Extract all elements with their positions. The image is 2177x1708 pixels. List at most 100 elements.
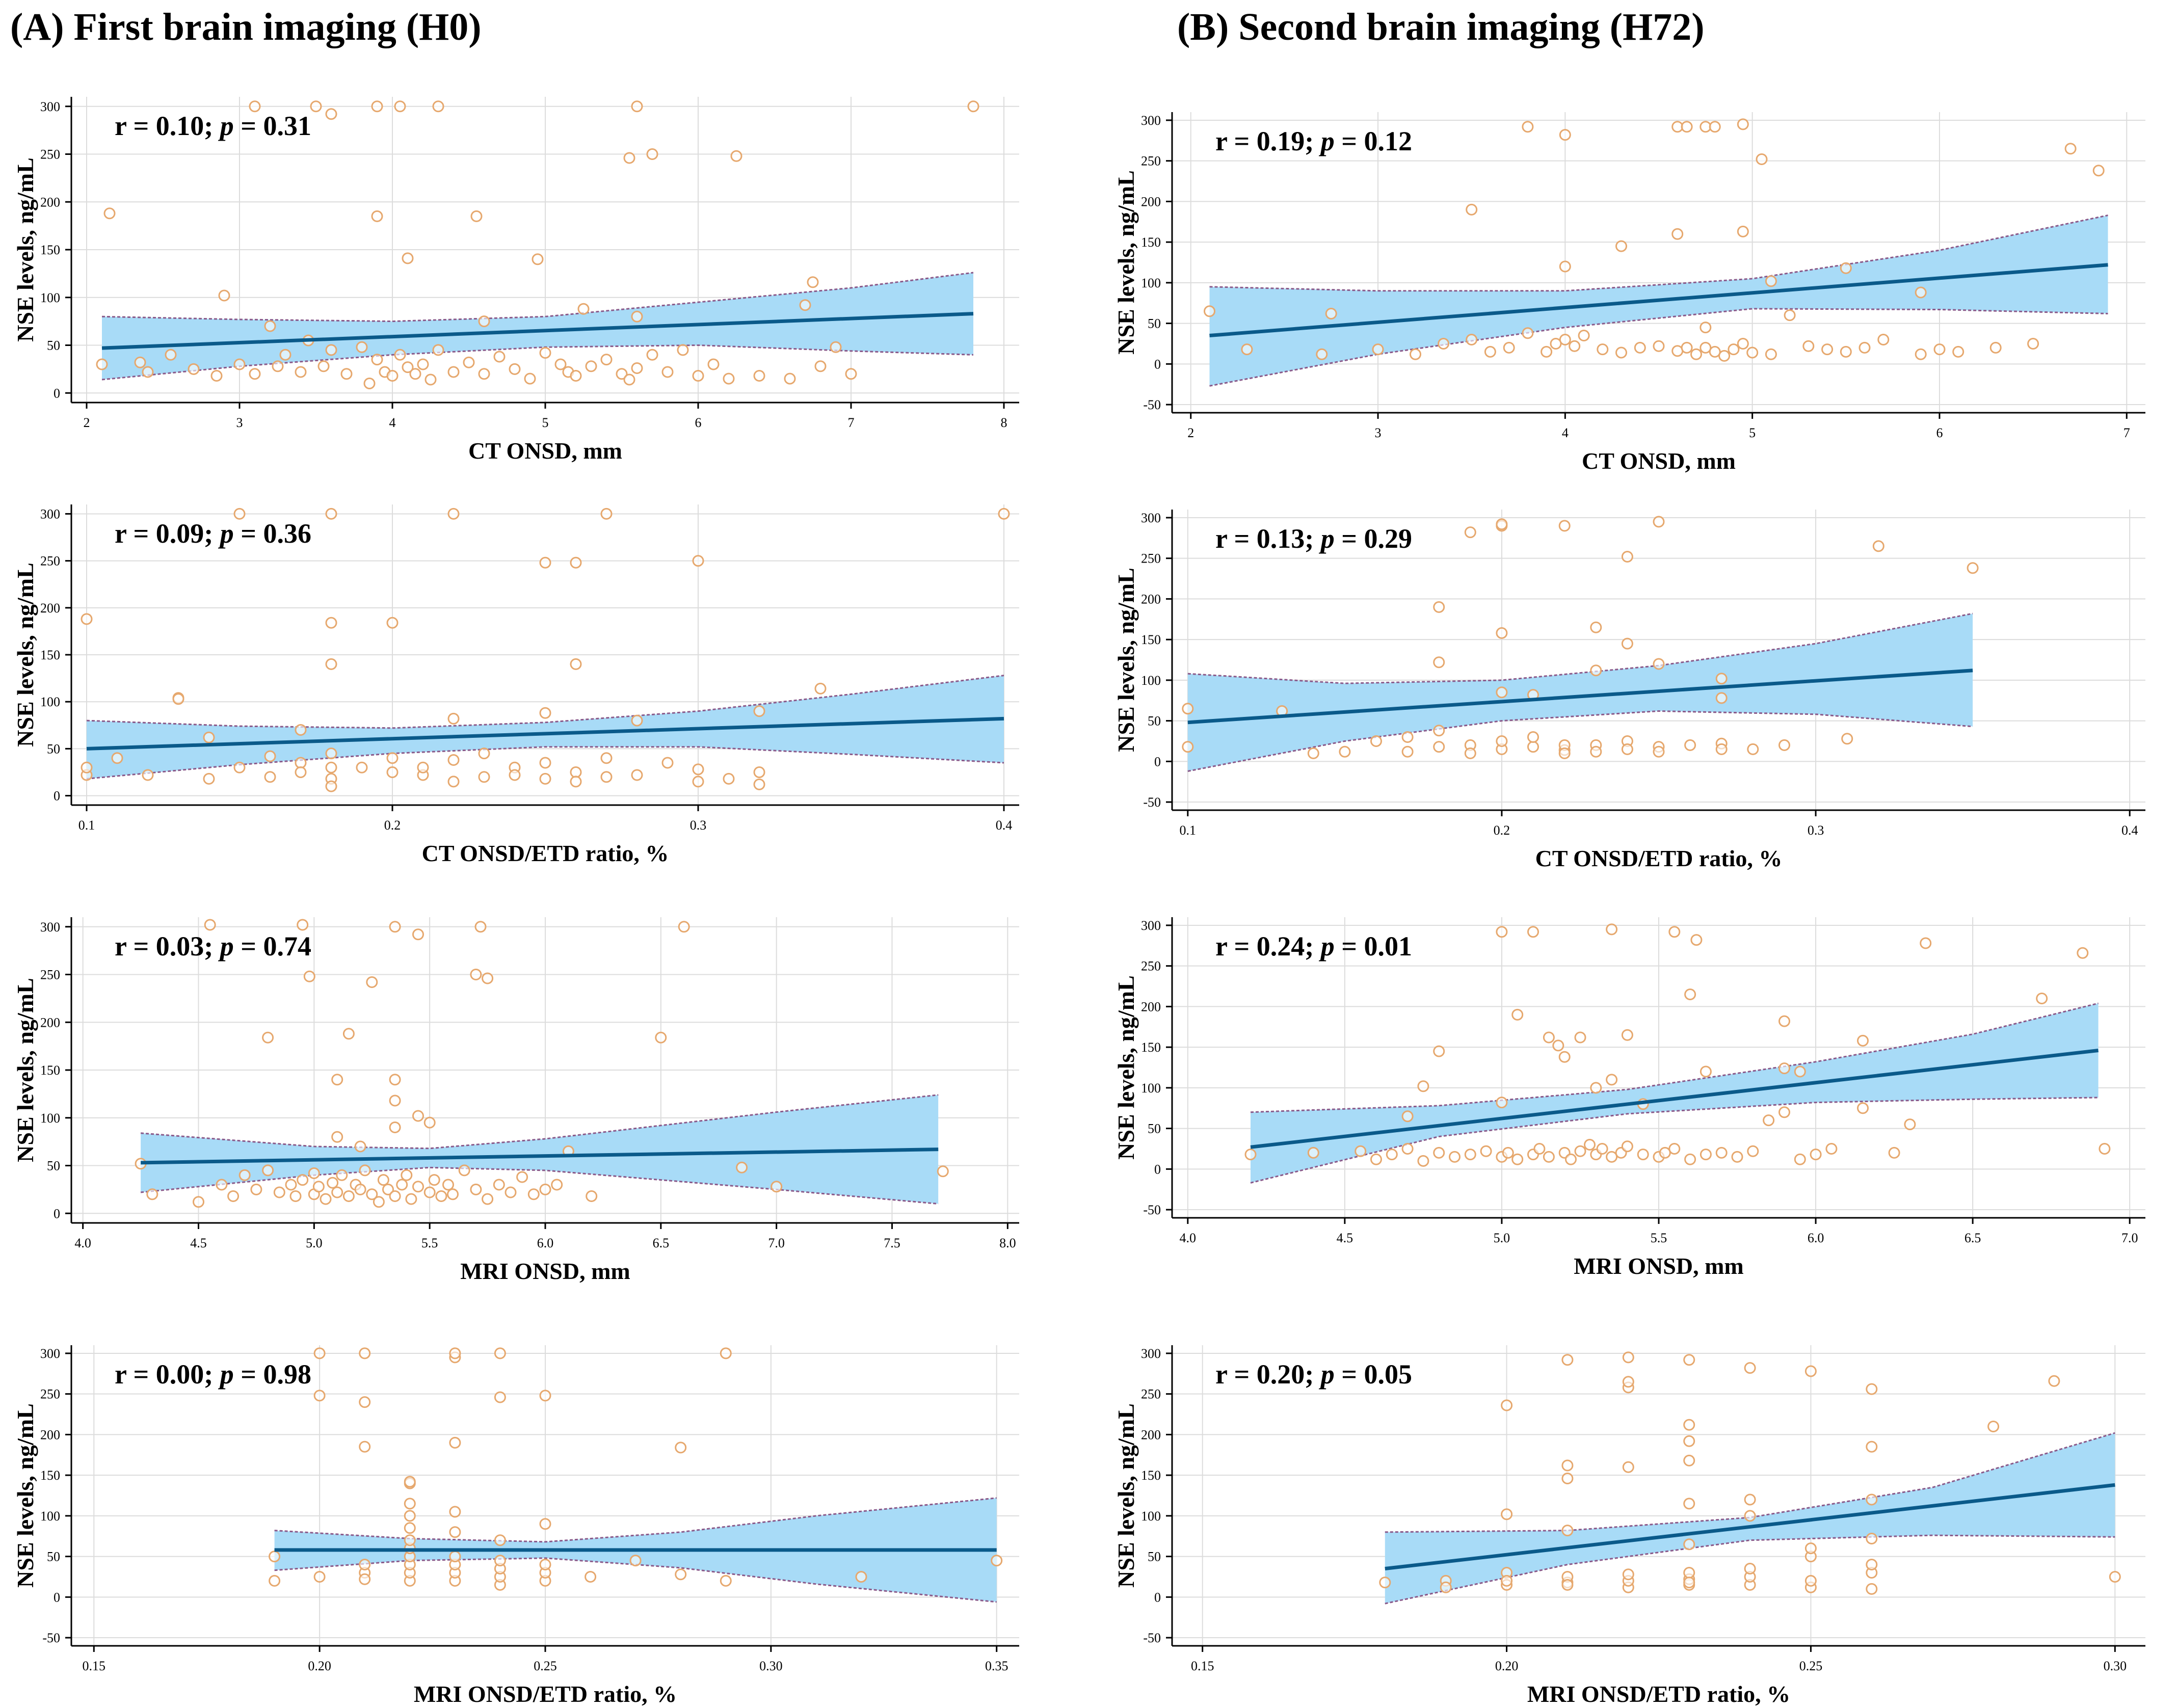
data-point	[600, 354, 613, 366]
data-point	[1653, 516, 1665, 528]
data-point	[799, 299, 811, 311]
data-point	[389, 1095, 401, 1107]
data-point	[356, 341, 368, 353]
x-tick-label: 2	[1187, 425, 1194, 440]
data-point	[331, 1131, 343, 1143]
data-point	[428, 1174, 440, 1186]
data-point	[532, 253, 544, 265]
ci-upper-line	[274, 1497, 997, 1543]
data-point	[382, 1183, 394, 1195]
data-point	[1671, 228, 1684, 240]
data-point	[2048, 1375, 2060, 1387]
data-point	[1433, 601, 1445, 613]
x-tick-label: 6	[695, 415, 702, 430]
data-point	[359, 1164, 371, 1177]
data-point	[409, 368, 421, 380]
data-point	[1700, 1065, 1712, 1078]
data-point	[1683, 1435, 1695, 1447]
data-point	[1621, 743, 1633, 755]
y-tick-label: 300	[1141, 918, 1161, 933]
x-tick-label: 7	[2123, 425, 2130, 440]
data-point	[1737, 338, 1749, 350]
data-point	[264, 320, 276, 332]
data-point	[509, 363, 521, 375]
data-point	[412, 1181, 424, 1193]
data-point	[1778, 739, 1790, 751]
data-point	[509, 769, 521, 781]
y-tick-label: 300	[40, 920, 60, 935]
x-tick-label: 0.1	[1180, 823, 1197, 838]
data-point	[1683, 1354, 1695, 1366]
confidence-band	[102, 273, 973, 380]
data-point	[1756, 153, 1768, 165]
data-point	[142, 366, 154, 378]
data-point	[1480, 1145, 1492, 1157]
data-point	[1496, 518, 1508, 530]
data-point	[1433, 1045, 1445, 1057]
regression-line	[101, 312, 974, 350]
x-axis-label: CT ONSD/ETD ratio, %	[422, 840, 669, 866]
data-point	[474, 921, 487, 933]
y-tick-label: 150	[1141, 235, 1161, 250]
data-point	[753, 766, 765, 778]
p-label: p	[218, 518, 234, 549]
data-point	[285, 1179, 297, 1191]
data-point	[1615, 240, 1627, 252]
data-point	[377, 1174, 389, 1186]
data-point	[389, 1122, 401, 1133]
data-point	[1681, 121, 1693, 133]
data-point	[1496, 926, 1508, 938]
data-point	[359, 1396, 371, 1408]
data-point	[1683, 1498, 1695, 1510]
data-point	[325, 508, 337, 520]
correlation-annotation: r = 0.00; p = 0.98	[115, 1359, 311, 1390]
x-tick-label: 0.25	[534, 1659, 557, 1673]
data-point	[1204, 305, 1215, 317]
y-tick-label: 50	[1148, 1122, 1161, 1136]
data-point	[482, 1193, 494, 1205]
data-point	[1709, 121, 1721, 133]
data-point	[402, 361, 414, 373]
data-point	[96, 358, 108, 370]
data-point	[585, 1571, 597, 1583]
y-axis-label: NSE levels, ng/mL	[12, 978, 38, 1162]
data-point	[723, 772, 735, 785]
data-point	[1561, 1473, 1574, 1484]
data-point	[539, 707, 551, 719]
data-point	[1866, 1383, 1878, 1395]
data-point	[527, 1188, 540, 1200]
data-point	[386, 766, 399, 778]
data-point	[1989, 341, 2002, 354]
y-tick-label: 250	[40, 968, 60, 982]
data-point	[1433, 656, 1445, 669]
data-point	[1700, 1149, 1712, 1161]
data-point	[1597, 343, 1609, 356]
x-tick-label: 7	[848, 415, 855, 430]
data-point	[1417, 1080, 1429, 1092]
data-point	[1307, 1146, 1319, 1159]
data-point	[404, 1498, 416, 1510]
y-tick-label: 250	[1141, 959, 1161, 974]
data-point	[423, 1116, 436, 1129]
ci-upper-line	[1187, 612, 1973, 684]
data-point	[1659, 1146, 1671, 1159]
data-point	[1559, 260, 1571, 273]
chart-panel-b4: 0.15 0.20 0.25 0.30 -50 0 50 100 150 200 250 300 MRI…	[1113, 1345, 2145, 1707]
y-tick-label: 200	[40, 601, 60, 616]
data-point	[730, 150, 742, 162]
data-point	[424, 373, 437, 386]
data-point	[1527, 926, 1539, 938]
ci-upper-line	[140, 1094, 939, 1150]
data-point	[554, 358, 567, 370]
p-label: p	[218, 111, 234, 141]
data-point	[1574, 1145, 1586, 1157]
data-point	[297, 919, 309, 931]
data-point	[1401, 1143, 1414, 1155]
y-tick-label: 0	[1154, 1590, 1161, 1605]
data-point	[1464, 747, 1476, 759]
data-point	[1433, 725, 1445, 737]
data-point	[505, 1186, 517, 1198]
data-point	[233, 358, 246, 370]
r-value: r = 0.13;	[1215, 523, 1321, 554]
